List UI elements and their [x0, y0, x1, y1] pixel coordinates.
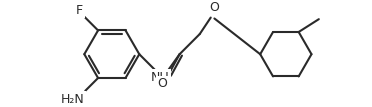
Text: NH: NH	[151, 71, 170, 84]
Text: F: F	[76, 4, 83, 17]
Text: O: O	[157, 77, 167, 90]
Text: H₂N: H₂N	[61, 93, 84, 106]
Text: O: O	[209, 1, 219, 14]
